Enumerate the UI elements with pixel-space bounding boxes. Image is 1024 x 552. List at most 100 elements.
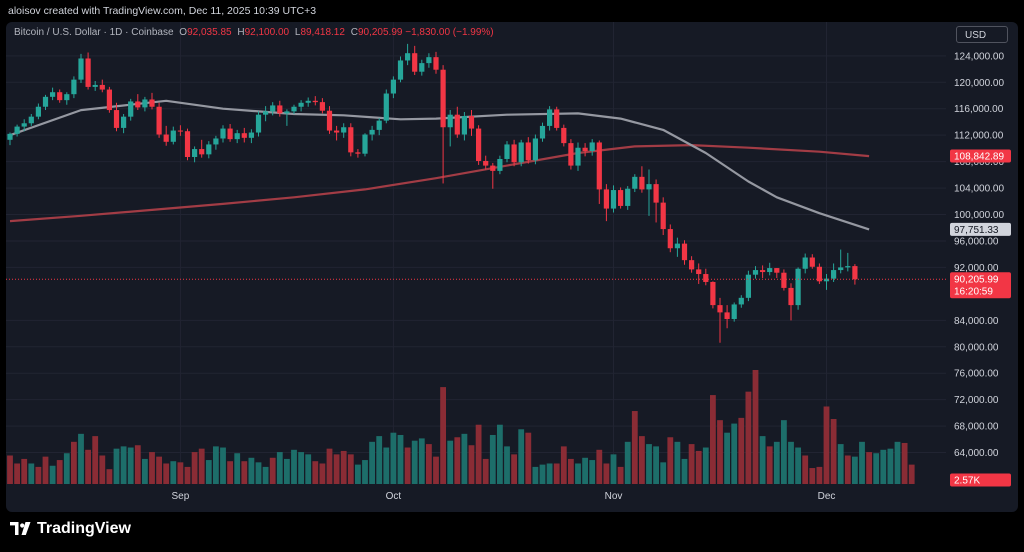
candle-body: [582, 147, 588, 152]
volume-bar: [852, 456, 858, 484]
candle-body: [760, 270, 766, 273]
candle-body: [241, 133, 247, 138]
candle-body: [99, 84, 105, 90]
symbol-title: Bitcoin / U.S. Dollar · 1D · Coinbase: [14, 27, 174, 38]
volume-bar: [880, 449, 887, 484]
volume-bar: [284, 458, 290, 484]
volume-bar: [773, 441, 780, 484]
candle-body: [752, 270, 759, 275]
volume-bar: [766, 446, 773, 484]
symbol-legend: Bitcoin / U.S. Dollar · 1D · Coinbase O9…: [14, 27, 494, 38]
candle-body: [717, 305, 723, 313]
candle-body: [603, 189, 609, 209]
candle-body: [113, 110, 120, 128]
volume-bar: [717, 420, 723, 484]
candle-body: [625, 188, 631, 206]
volume-bar: [14, 463, 20, 484]
price-tick-label: 92,000.00: [954, 263, 999, 274]
volume-bar: [539, 464, 546, 484]
candle-body: [575, 147, 581, 166]
candle-body: [710, 281, 716, 306]
candle-body: [610, 190, 617, 209]
candle-body: [809, 257, 815, 267]
price-tag-label: 90,205.99: [954, 274, 999, 285]
volume-bar: [873, 453, 880, 484]
candle-body: [277, 105, 283, 114]
moving-average-short: [9, 99, 870, 231]
candle-body: [419, 63, 425, 72]
candle-body: [326, 110, 333, 131]
open-label: O: [179, 27, 188, 38]
volume-bar: [617, 466, 624, 484]
volume-bar: [596, 449, 603, 484]
volume-bar: [404, 447, 411, 484]
volume-bar: [440, 387, 446, 484]
candle-body: [774, 268, 780, 273]
volume-bar: [525, 432, 532, 484]
tradingview-logo: TradingView: [10, 520, 131, 538]
volume-bar: [844, 455, 851, 484]
volume-bar: [63, 453, 70, 484]
price-tick-label: 80,000.00: [954, 342, 999, 353]
volume-bar: [468, 445, 475, 484]
candle-body: [412, 53, 418, 72]
candle-body: [142, 99, 148, 108]
volume-bar: [120, 446, 127, 484]
brand-name: TradingView: [37, 520, 131, 537]
volume-bar: [390, 432, 397, 484]
candle-body: [348, 127, 354, 153]
price-tag-label: 97,751.33: [954, 225, 999, 236]
volume-bar: [163, 463, 170, 484]
volume-bar: [710, 395, 716, 484]
volume-bar: [887, 448, 894, 484]
candle-body: [305, 100, 311, 103]
moving-average-long: [9, 144, 870, 223]
candle-body: [767, 268, 773, 273]
volume-bar: [220, 447, 226, 484]
candle-body: [518, 142, 524, 163]
volume-bar: [99, 455, 106, 484]
candle-body: [170, 130, 176, 142]
candle-body: [632, 176, 638, 189]
candle-body: [504, 144, 510, 159]
volume-bar: [376, 436, 383, 484]
candle-body: [199, 149, 205, 155]
candle-body: [461, 116, 467, 135]
price-tick-label: 124,000.00: [954, 51, 1004, 62]
candle-body: [383, 93, 389, 121]
volume-bar: [546, 463, 553, 484]
candle-body: [525, 142, 531, 161]
time-tick-label: Nov: [605, 491, 623, 502]
candle-body: [57, 92, 63, 101]
volume-bar: [667, 437, 674, 484]
price-tick-label: 64,000.00: [954, 448, 999, 459]
candle-body: [405, 53, 411, 61]
candle-body: [618, 190, 624, 206]
candle-body: [7, 133, 13, 140]
volume-bar: [816, 466, 823, 484]
volume-bar: [276, 452, 283, 484]
price-tag-label: 2.57K: [954, 476, 980, 487]
price-tick-label: 120,000.00: [954, 78, 1004, 89]
volume-bar: [461, 433, 468, 484]
candle-body: [362, 134, 368, 154]
candle-body: [483, 160, 489, 166]
volume-bar: [532, 466, 539, 484]
currency-button[interactable]: USD: [956, 26, 1008, 43]
price-chart[interactable]: 124,000.00 120,000.00 116,000.00 112,000.00…: [6, 22, 1018, 512]
candle-body: [248, 132, 254, 138]
volume-bar: [731, 423, 738, 484]
candle-body: [426, 57, 432, 64]
candle-body: [341, 127, 347, 133]
volume-bar: [866, 452, 872, 484]
price-tick-label: 68,000.00: [954, 422, 999, 433]
volume-bar: [198, 448, 205, 484]
candle-body: [660, 202, 666, 230]
candle-body: [440, 69, 446, 128]
candle-body: [121, 116, 127, 128]
volume-bar: [312, 461, 319, 484]
candle-body: [78, 58, 84, 80]
volume-bar: [497, 424, 503, 484]
volume-bar: [205, 460, 212, 484]
candle-body: [156, 106, 162, 135]
